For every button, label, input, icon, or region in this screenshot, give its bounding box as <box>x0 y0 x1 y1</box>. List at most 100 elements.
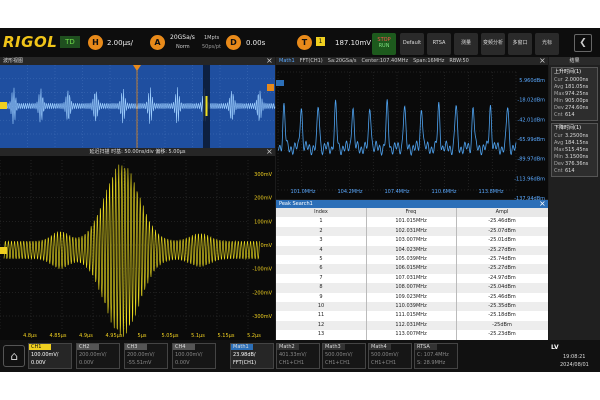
y-axis-label: 200mV <box>254 196 272 202</box>
window-title: 波形视图 <box>3 58 24 64</box>
toolbar-button[interactable]: 多窗口 <box>508 33 532 55</box>
stat-label: Min <box>554 98 563 104</box>
toolbar-button[interactable]: 测量 <box>454 33 478 55</box>
channel-name: CH4 <box>173 344 195 350</box>
channel-box[interactable]: CH3 200.00mV/ -55.51mV <box>124 343 168 369</box>
toolbar-button[interactable]: RTSA <box>427 33 451 55</box>
trigger-level[interactable]: 187.10mV <box>335 39 372 47</box>
delay-key[interactable]: D <box>226 35 241 50</box>
measurement-block[interactable]: 上升时间(1) Cur 2.0000ns Avg 181.05ns Max 974.25ns… <box>551 67 598 121</box>
channel-offset: FFT(CH1) <box>233 360 257 366</box>
channel-box[interactable]: CH1 100.00mV/0.00V <box>28 343 72 369</box>
table-cell: 106.015MHz <box>395 265 427 272</box>
close-button[interactable]: × <box>539 199 546 208</box>
peak-table: Index Freq Ampl 1 101.015MHz -25.46dBm 2 102.03… <box>276 208 548 340</box>
level-marker <box>267 84 274 91</box>
column-header: Freq <box>405 209 417 215</box>
channel-box[interactable]: Math4 500.00mV/CH1+CH1 <box>368 343 412 369</box>
table-cell: 3 <box>319 237 323 244</box>
table-cell: 2 <box>319 227 323 234</box>
table-cell: 104.023MHz <box>395 246 427 253</box>
run-stop-button[interactable]: STOP RUN <box>372 33 396 55</box>
toolbar-button[interactable]: Default <box>400 33 424 55</box>
fft-info: Span:16MHz <box>413 58 445 64</box>
channel-box[interactable]: CH4 100.00mV/0.00V <box>172 343 216 369</box>
table-row[interactable]: 5 105.039MHz -25.74dBm <box>276 255 548 265</box>
table-cell: 10 <box>317 303 325 309</box>
channel-scale: 23.98dB/ <box>233 352 256 358</box>
stat-value: 515.45ns <box>565 147 589 153</box>
mode-badge[interactable]: TD <box>60 36 80 48</box>
table-cell: -25.18dBm <box>488 312 516 319</box>
table-cell: -25.46dBm <box>488 293 516 300</box>
table-row[interactable]: 7 107.031MHz -24.97dBm <box>276 273 548 284</box>
table-cell: -25.01dBm <box>488 237 516 244</box>
table-row[interactable]: 9 109.023MHz -25.46dBm <box>276 292 548 302</box>
channel-box[interactable]: Math2 401.33mV/CH1+CH1 <box>276 343 320 369</box>
memory-depth: 1Mpts <box>204 35 220 41</box>
x-axis-label: 5μs <box>138 333 147 339</box>
table-header: Index Freq Ampl <box>276 208 548 218</box>
close-button[interactable]: × <box>539 56 546 65</box>
x-axis-label: 4.95μs <box>106 333 123 339</box>
table-row[interactable]: 8 108.007MHz -25.04dBm <box>276 283 548 293</box>
channel-offset: 0.00V <box>31 360 46 366</box>
table-cell: 112.031MHz <box>395 321 427 328</box>
stat-label: Avg <box>554 84 564 90</box>
close-button[interactable]: × <box>266 56 273 65</box>
channel-scale: 200.00mV/ <box>79 352 107 358</box>
stop-label: STOP <box>377 37 391 43</box>
channel-box[interactable]: Math1 23.98dB/FFT(CH1) <box>230 343 274 369</box>
table-cell: -24.97dBm <box>488 274 516 281</box>
close-button[interactable]: × <box>266 147 273 156</box>
fft-info: Center:107.40MHz <box>361 58 409 64</box>
column-header: Ampl <box>495 209 509 215</box>
power-mode: LV <box>551 344 559 351</box>
table-cell: 4 <box>319 246 323 253</box>
table-row[interactable]: 2 102.031MHz -25.07dBm <box>276 226 548 237</box>
stat-label: Max <box>554 147 565 153</box>
channel-box[interactable]: RTSA C: 107.4MHz S: 28.9MHz <box>414 343 458 369</box>
y-axis-label: -42.01dBm <box>517 117 545 123</box>
fft-trace <box>277 99 517 157</box>
home-button[interactable]: ⌂ <box>3 345 25 367</box>
stat-value: 3.2500ns <box>565 133 589 139</box>
stat-value: 181.05ns <box>565 84 589 90</box>
horizontal-key[interactable]: H <box>88 35 103 50</box>
channel-box[interactable]: CH2 200.00mV/0.00V <box>76 343 120 369</box>
stat-value: 974.25ns <box>565 91 589 97</box>
y-axis-label: -65.99dBm <box>517 137 545 143</box>
toolbar-button[interactable]: 光标 <box>535 33 559 55</box>
trigger-key[interactable]: T <box>297 35 312 50</box>
toolbar-button[interactable]: 变频分析 <box>481 33 505 55</box>
table-row[interactable]: 1 101.015MHz -25.46dBm <box>276 217 548 227</box>
table-row[interactable]: 6 106.015MHz -25.27dBm <box>276 264 548 274</box>
y-axis-label: 5.960dBm <box>519 78 545 84</box>
table-title: Peak Search1 <box>279 201 313 207</box>
channel-offset: 0.00V <box>175 360 190 366</box>
table-row[interactable]: 3 103.007MHz -25.01dBm <box>276 236 548 246</box>
table-row[interactable]: 10 110.039MHz -25.35dBm <box>276 302 548 312</box>
x-axis-label: 4.9μs <box>79 333 93 339</box>
zoom-info: 延迟扫描 时基: 50.00ns/div 偏移: 5.00μs <box>89 149 186 155</box>
acquire-key[interactable]: A <box>150 35 165 50</box>
collapse-button[interactable]: ❮ <box>574 34 592 52</box>
y-axis-label: -300mV <box>252 314 272 320</box>
table-row[interactable]: 4 104.023MHz -25.27dBm <box>276 245 548 255</box>
table-cell: -25.04dBm <box>488 284 516 291</box>
table-row[interactable]: 12 112.031MHz -25dBm <box>276 320 548 331</box>
table-row[interactable]: 11 111.015MHz -25.18dBm <box>276 311 548 321</box>
table-cell: 12 <box>317 321 325 328</box>
table-row[interactable]: 13 113.007MHz -25.23dBm <box>276 330 548 340</box>
table-cell: -25.27dBm <box>488 265 516 272</box>
fft-background <box>276 65 548 199</box>
table-title-bar: Peak Search1 <box>276 200 548 208</box>
measurement-block[interactable]: 下降时间(1) Cur 3.2500ns Avg 184.15ns Max 515.45ns… <box>551 123 598 177</box>
stat-value: 184.15ns <box>565 140 589 146</box>
delay[interactable]: 0.00s <box>246 39 266 47</box>
timebase[interactable]: 2.00μs/ <box>107 39 134 47</box>
stat-label: Avg <box>554 140 564 146</box>
channel-box[interactable]: Math3 500.00mV/CH1+CH1 <box>322 343 366 369</box>
